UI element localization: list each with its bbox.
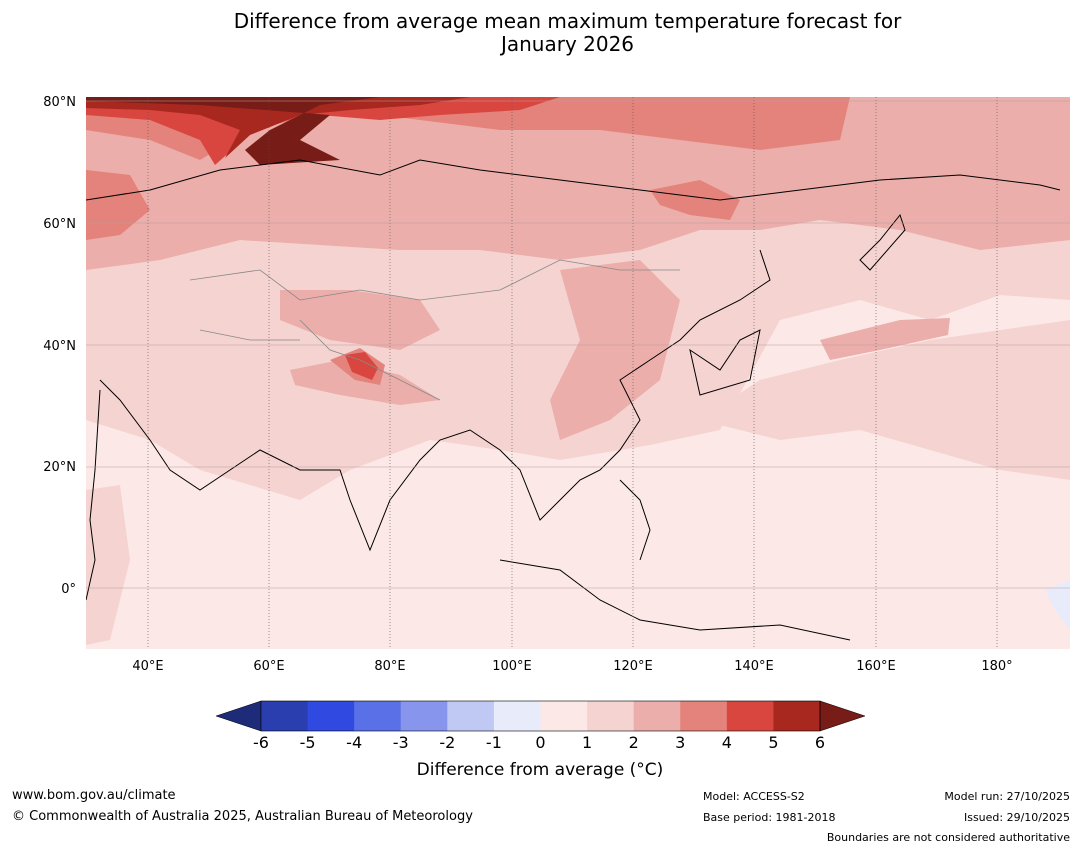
footer-issued: Issued: 29/10/2025 — [963, 811, 1070, 824]
colorbar-segment — [540, 701, 588, 731]
map-title-line2: January 2026 — [500, 32, 635, 56]
colorbar-segment — [633, 701, 681, 731]
lat-label-40n: 40°N — [43, 339, 76, 354]
colorbar-segment — [587, 701, 635, 731]
footer-website[interactable]: www.bom.gov.au/climate — [12, 788, 176, 803]
lat-label-0: 0° — [61, 582, 76, 597]
lon-label-140e: 140°E — [734, 659, 774, 674]
meridian-gridlines — [147, 97, 998, 649]
lon-label-80e: 80°E — [374, 659, 406, 674]
colorbar-segment — [400, 701, 448, 731]
colorbar-extend-high — [819, 700, 866, 732]
footer-copyright: © Commonwealth of Australia 2025, Austra… — [12, 809, 473, 824]
lon-label-120e: 120°E — [613, 659, 653, 674]
colorbar — [215, 700, 866, 732]
lon-label-40e: 40°E — [132, 659, 164, 674]
lat-label-80n: 80°N — [43, 95, 76, 110]
colorbar-tick-label: 4 — [721, 733, 732, 752]
temperature-anomaly-field — [86, 97, 1070, 649]
colorbar-segment — [354, 701, 402, 731]
colorbar-segment — [493, 701, 541, 731]
colorbar-segment — [261, 701, 309, 731]
footer-base-period: Base period: 1981-2018 — [703, 811, 836, 824]
footer-boundaries-note: Boundaries are not considered authoritat… — [826, 831, 1070, 844]
lon-label-60e: 60°E — [253, 659, 285, 674]
colorbar-segment — [447, 701, 495, 731]
colorbar-tick-label: -4 — [346, 733, 363, 752]
lon-label-160e: 160°E — [856, 659, 896, 674]
colorbar-extend-low — [215, 700, 262, 732]
colorbar-frame — [260, 700, 821, 732]
colorbar-tick-label: 3 — [675, 733, 686, 752]
colorbar-tick-label: 2 — [628, 733, 639, 752]
parallel-gridlines — [86, 100, 1070, 589]
colorbar-segment — [680, 701, 728, 731]
colorbar-tick-label: 6 — [814, 733, 826, 752]
colorbar-tick-label: -2 — [439, 733, 456, 752]
colorbar-tick-label: 0 — [535, 733, 546, 752]
lon-label-100e: 100°E — [492, 659, 532, 674]
colorbar-segment — [307, 701, 355, 731]
colorbar-tick-label: -5 — [299, 733, 316, 752]
colorbar-title: Difference from average (°C) — [416, 760, 664, 780]
map-title-line1: Difference from average mean maximum tem… — [233, 9, 902, 33]
colorbar-tick-label: -3 — [392, 733, 409, 752]
lat-label-60n: 60°N — [43, 217, 76, 232]
colorbar-tick-label: -1 — [485, 733, 502, 752]
colorbar-segment — [773, 701, 821, 731]
colorbar-tick-label: 1 — [581, 733, 593, 752]
footer-model-run: Model run: 27/10/2025 — [944, 790, 1070, 803]
lat-label-20n: 20°N — [43, 460, 76, 475]
colorbar-tick-label: -6 — [253, 733, 269, 752]
colorbar-segment — [726, 701, 774, 731]
lon-label-180: 180° — [981, 659, 1013, 674]
footer-model: Model: ACCESS-S2 — [703, 790, 805, 803]
map-title: Difference from average mean maximum tem… — [0, 10, 1081, 56]
colorbar-tick-label: 5 — [768, 733, 779, 752]
